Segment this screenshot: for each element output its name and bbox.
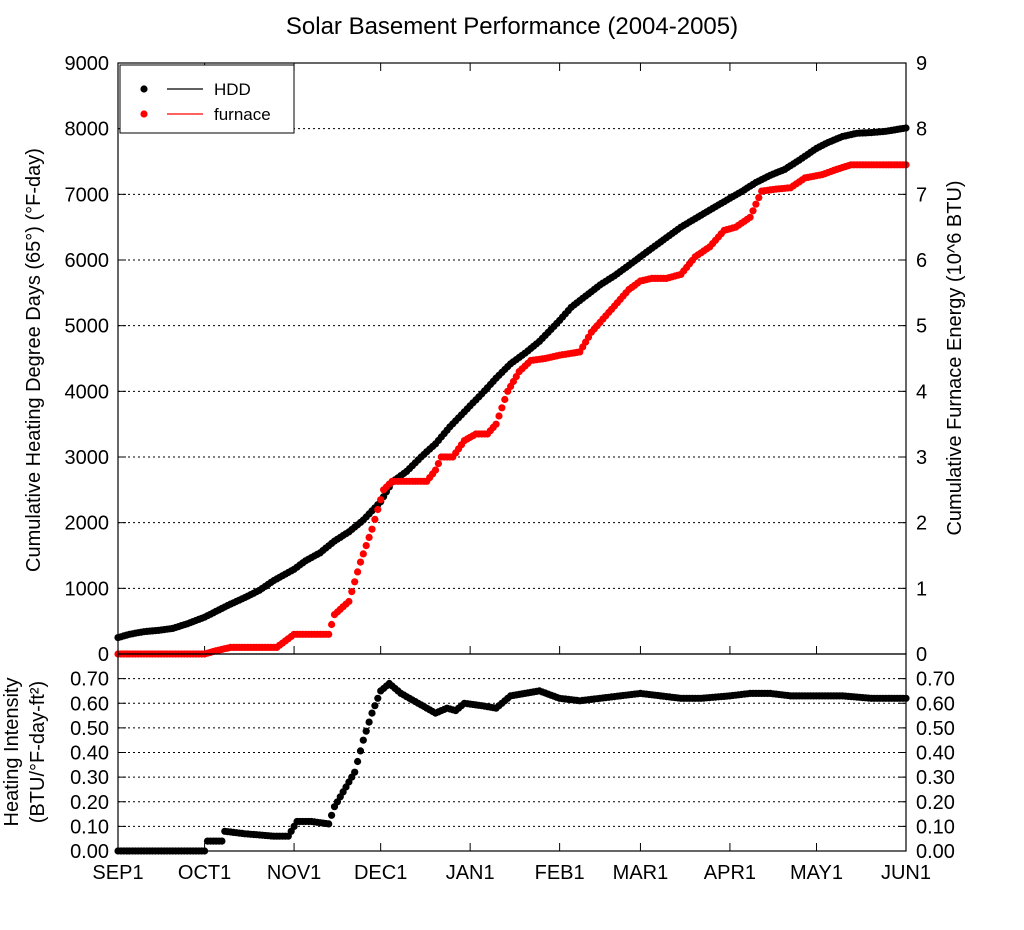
y-tick-label-right: 0.00	[916, 841, 955, 863]
data-point	[374, 505, 382, 514]
x-tick-label: APR1	[704, 862, 756, 884]
y-tick-label-left: 7000	[65, 184, 110, 206]
series-heating-intensity	[114, 679, 910, 855]
legend-box	[119, 64, 295, 134]
data-point	[354, 568, 362, 576]
y-tick-label-right: 0.40	[916, 743, 955, 765]
y-tick-label-left: 0.50	[70, 718, 109, 740]
y-tick-label-left: 0.60	[70, 693, 109, 715]
y-tick-label-right: 0.60	[916, 693, 955, 715]
data-point	[351, 578, 359, 586]
x-tick-label: JAN1	[446, 862, 495, 884]
y-tick-label-right: 0.70	[916, 669, 955, 691]
chart-title: Solar Basement Performance (2004-2005)	[286, 13, 738, 40]
data-point	[368, 525, 376, 533]
y-tick-label-left: 0.00	[70, 841, 109, 863]
data-point	[374, 694, 382, 702]
data-point	[365, 718, 373, 726]
y-tick-label-left: 3000	[65, 447, 110, 469]
y-tick-label-right: 0.50	[916, 718, 955, 740]
x-tick-label: OCT1	[178, 862, 231, 884]
data-point	[359, 550, 367, 558]
y-tick-label-left: 5000	[65, 316, 110, 338]
y-tick-label-left: 8000	[65, 119, 110, 141]
data-point	[746, 213, 754, 221]
x-tick-label: NOV1	[267, 862, 321, 884]
data-point	[501, 395, 509, 404]
x-tick-label: SEP1	[92, 862, 143, 884]
y-tick-label-right: 7	[916, 184, 927, 206]
data-point	[218, 837, 226, 845]
y-tick-label-left: 4000	[65, 381, 110, 403]
x-tick-label: FEB1	[535, 862, 585, 884]
data-point	[328, 811, 336, 819]
x-tick-label: MAY1	[790, 862, 843, 884]
y-tick-label-right: 9	[916, 53, 927, 75]
data-point	[434, 460, 442, 468]
data-point	[356, 747, 365, 755]
series-HDD	[114, 124, 910, 642]
legend-marker	[140, 110, 148, 118]
y-tick-label-left: 0.70	[70, 669, 109, 691]
data-point	[345, 597, 353, 606]
y-axis-label-left: Cumulative Heating Degree Days (65°) (°F…	[23, 148, 45, 572]
y-tick-label-right: 5	[916, 316, 927, 338]
top-plot: 0 1000 2000 3000 4000 5000 6000 7000 8000 9000 0 1 2…	[23, 53, 966, 666]
y-tick-label-left: 0.20	[70, 792, 109, 814]
data-point	[749, 207, 757, 215]
data-point	[325, 820, 333, 828]
data-point	[362, 542, 370, 550]
data-point	[377, 496, 385, 504]
data-point	[431, 466, 440, 474]
y-axis-label-line1: Heating Intensity	[1, 678, 23, 827]
y-tick-label-left: 2000	[65, 513, 110, 535]
y-tick-label-right: 6	[916, 250, 927, 272]
y-tick-label-left: 1000	[65, 578, 110, 600]
data-point	[498, 404, 506, 412]
y-axis-label-line2: (BTU/°F-day-ft²)	[27, 681, 49, 823]
bottom-plot: 0.00 0.000.10 0.100.20 0.200.30 0.300.40 0.40…	[1, 653, 955, 884]
y-tick-label-right: 8	[916, 119, 927, 141]
y-tick-label-left: 0.10	[70, 816, 109, 838]
x-tick-label: JUN1	[881, 862, 931, 884]
y-tick-label-right: 0.10	[916, 816, 955, 838]
y-tick-label-right: 0.30	[916, 767, 955, 789]
data-point	[359, 736, 367, 744]
series-furnace	[114, 161, 910, 658]
data-point	[354, 757, 362, 766]
legend-marker	[140, 85, 148, 93]
data-point	[362, 727, 370, 735]
y-tick-label-right: 2	[916, 513, 927, 535]
y-tick-label-right: 0	[916, 644, 927, 666]
data-point	[755, 194, 763, 202]
data-point	[328, 620, 336, 629]
data-point	[495, 412, 503, 420]
plot-frame	[117, 653, 907, 852]
y-tick-label-left: 6000	[65, 250, 110, 272]
data-point	[325, 630, 333, 638]
x-tick-label: DEC1	[354, 862, 407, 884]
legend-label: furnace	[214, 105, 271, 124]
y-tick-label-left: 0.40	[70, 743, 109, 765]
y-tick-label-right: 4	[916, 381, 927, 403]
data-point	[371, 515, 379, 524]
data-point	[752, 200, 760, 208]
data-point	[492, 420, 500, 428]
x-tick-label: MAR1	[613, 862, 669, 884]
y-tick-label-right: 1	[916, 578, 927, 600]
data-point	[371, 702, 379, 710]
y-tick-label-left: 9000	[65, 53, 110, 75]
data-point	[356, 558, 365, 566]
legend-label: HDD	[214, 80, 251, 99]
y-tick-label-right: 3	[916, 447, 927, 469]
y-tick-label-left: 0.30	[70, 767, 109, 789]
data-point	[368, 709, 376, 717]
data-point	[348, 588, 356, 596]
data-point	[365, 533, 373, 542]
y-tick-label-left: 0	[98, 644, 109, 666]
y-tick-label-right: 0.20	[916, 792, 955, 814]
data-point	[351, 768, 359, 776]
y-axis-label-right: Cumulative Furnace Energy (10^6 BTU)	[944, 180, 966, 535]
